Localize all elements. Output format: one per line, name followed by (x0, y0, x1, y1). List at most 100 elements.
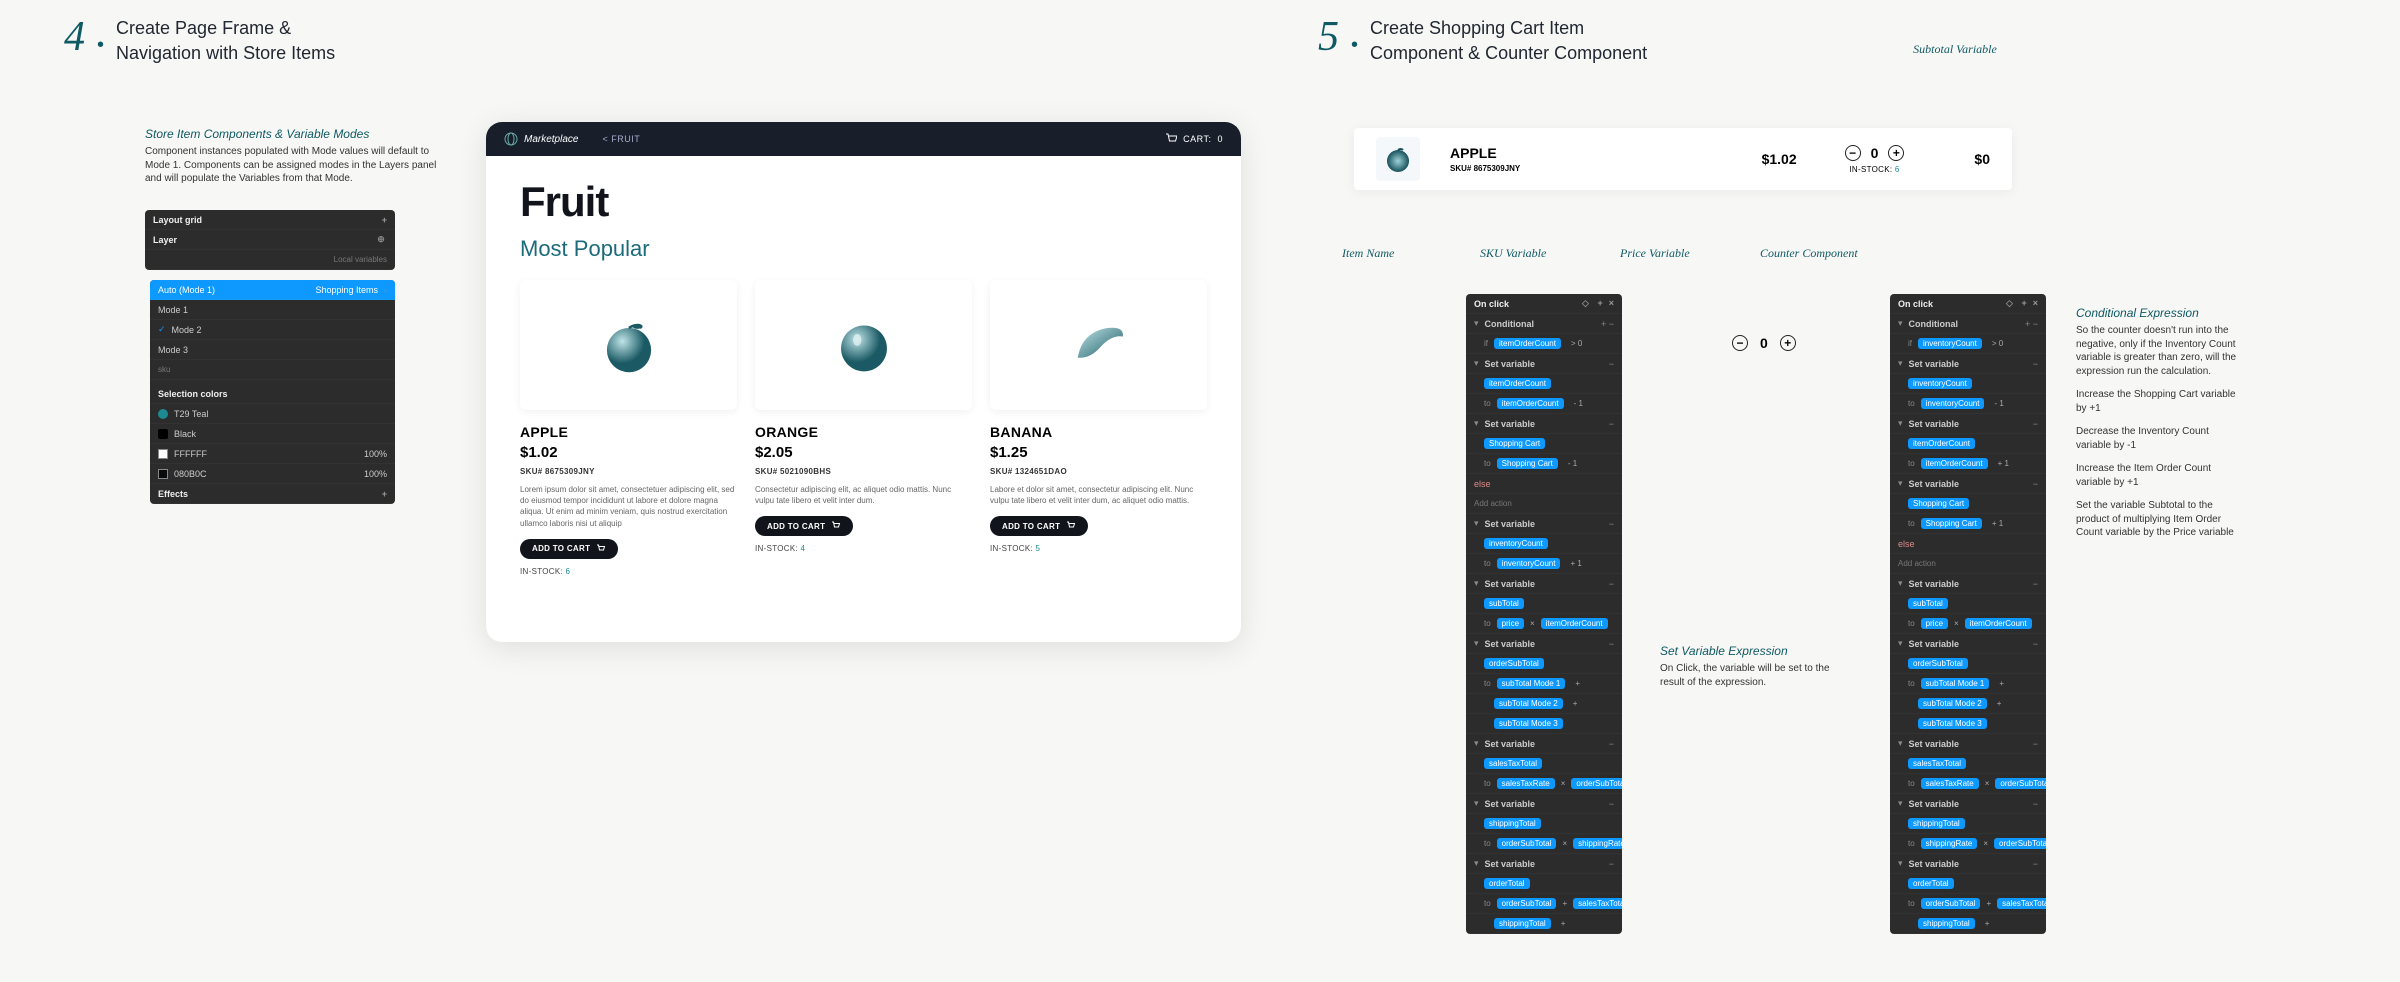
var-chip[interactable]: orderSubTotal (1994, 838, 2046, 849)
action-header[interactable]: ▾Set variable− (1466, 514, 1622, 534)
action-header[interactable]: ▾Set variable− (1890, 414, 2046, 434)
var-chip[interactable]: orderSubTotal (1995, 778, 2046, 789)
action-header[interactable]: ▾Set variable− (1890, 734, 2046, 754)
minus-button[interactable]: − (1732, 335, 1748, 351)
expression-row[interactable]: toitemOrderCount- 1 (1466, 394, 1622, 414)
var-chip[interactable]: itemOrderCount (1908, 438, 1975, 449)
expression-row[interactable]: toprice×itemOrderCount (1890, 614, 2046, 634)
close-icon[interactable]: × (1609, 298, 1614, 309)
action-header[interactable]: ▾Conditional+ − (1466, 314, 1622, 334)
collapse-icon[interactable]: − (2033, 579, 2038, 589)
action-header[interactable]: ▾Set variable− (1466, 574, 1622, 594)
var-chip[interactable]: inventoryCount (1497, 558, 1561, 569)
var-chip[interactable]: itemOrderCount (1965, 618, 2032, 629)
add-to-cart-button[interactable]: ADD TO CART (520, 539, 618, 559)
var-chip[interactable]: price (1921, 618, 1948, 629)
expression-row[interactable]: subTotal (1890, 594, 2046, 614)
expression-row[interactable]: toorderSubTotal×shippingRate (1466, 834, 1622, 854)
diamond-icon[interactable]: ◇ (2003, 298, 2015, 309)
var-chip[interactable]: inventoryCount (1921, 398, 1985, 409)
var-chip[interactable]: shippingTotal (1494, 918, 1551, 929)
action-header[interactable]: ▾Set variable− (1890, 634, 2046, 654)
expression-row[interactable]: orderSubTotal (1890, 654, 2046, 674)
expression-row[interactable]: Shopping Cart (1466, 434, 1622, 454)
swatch-row[interactable]: 080B0C100% (150, 464, 395, 484)
collapse-icon[interactable]: − (2033, 479, 2038, 489)
collapse-icon[interactable]: − (2033, 419, 2038, 429)
expression-row[interactable]: subTotal Mode 3 (1466, 714, 1622, 734)
var-chip[interactable]: Shopping Cart (1484, 438, 1545, 449)
expression-row[interactable]: shippingTotal (1466, 814, 1622, 834)
collapse-icon[interactable]: − (2033, 639, 2038, 649)
var-chip[interactable]: orderSubTotal (1484, 658, 1544, 669)
var-chip[interactable]: orderSubTotal (1497, 838, 1557, 849)
expression-row[interactable]: subTotal (1466, 594, 1622, 614)
action-header[interactable]: ▾Set variable− (1890, 574, 2046, 594)
var-chip[interactable]: inventoryCount (1918, 338, 1982, 349)
var-chip[interactable]: orderSubTotal (1571, 778, 1622, 789)
var-chip[interactable]: shippingTotal (1908, 818, 1965, 829)
expression-row[interactable]: shippingTotal+ (1890, 914, 2046, 934)
action-header[interactable]: ▾Set variable− (1890, 854, 2046, 874)
plus-icon[interactable]: + (1597, 298, 1602, 309)
expression-row[interactable]: inventoryCount (1890, 374, 2046, 394)
var-chip[interactable]: subTotal Mode 1 (1921, 678, 1990, 689)
expression-row[interactable]: toitemOrderCount+ 1 (1890, 454, 2046, 474)
expression-row[interactable]: salesTaxTotal (1466, 754, 1622, 774)
var-chip[interactable]: itemOrderCount (1921, 458, 1988, 469)
var-chip[interactable]: inventoryCount (1484, 538, 1548, 549)
var-chip[interactable]: orderSubTotal (1908, 658, 1968, 669)
var-chip[interactable]: shippingRate (1573, 838, 1622, 849)
swatch-row[interactable]: Black (150, 424, 395, 444)
collapse-icon[interactable]: − (1609, 359, 1614, 369)
add-to-cart-button[interactable]: ADD TO CART (990, 516, 1088, 536)
plus-icon[interactable]: + (382, 215, 387, 225)
var-chip[interactable]: Shopping Cart (1921, 518, 1982, 529)
var-chip[interactable]: shippingTotal (1484, 818, 1541, 829)
var-chip[interactable]: orderSubTotal (1497, 898, 1557, 909)
plus-button[interactable]: + (1888, 145, 1904, 161)
var-chip[interactable]: salesTaxTotal (1484, 758, 1542, 769)
action-header[interactable]: ▾Set variable− (1466, 734, 1622, 754)
add-action[interactable]: Add action (1466, 494, 1622, 514)
swatch-row[interactable]: FFFFFF100% (150, 444, 395, 464)
cart-indicator[interactable]: CART: 0 (1165, 133, 1223, 145)
plus-button[interactable]: + (1780, 335, 1796, 351)
minus-button[interactable]: − (1845, 145, 1861, 161)
expression-row[interactable]: subTotal Mode 2+ (1890, 694, 2046, 714)
var-chip[interactable]: salesTaxTotal (1997, 898, 2046, 909)
mode1-row[interactable]: Mode 1 (150, 300, 395, 320)
collapse-icon[interactable]: − (2033, 359, 2038, 369)
var-chip[interactable]: price (1497, 618, 1524, 629)
collapse-icon[interactable]: − (1609, 739, 1614, 749)
plus-icon[interactable]: + (2021, 298, 2026, 309)
expression-row[interactable]: toorderSubTotal+salesTaxTotal (1890, 894, 2046, 914)
expression-row[interactable]: ifitemOrderCount> 0 (1466, 334, 1622, 354)
var-chip[interactable]: inventoryCount (1908, 378, 1972, 389)
var-chip[interactable]: Shopping Cart (1497, 458, 1558, 469)
close-icon[interactable]: × (2033, 298, 2038, 309)
action-header[interactable]: ▾Set variable− (1890, 474, 2046, 494)
collapse-icon[interactable]: − (2033, 739, 2038, 749)
expression-row[interactable]: tosubTotal Mode 1+ (1466, 674, 1622, 694)
expression-row[interactable]: inventoryCount (1466, 534, 1622, 554)
expression-row[interactable]: toorderSubTotal+salesTaxTotal (1466, 894, 1622, 914)
var-chip[interactable]: itemOrderCount (1484, 378, 1551, 389)
var-chip[interactable]: salesTaxTotal (1908, 758, 1966, 769)
collapse-icon[interactable]: + − (2025, 319, 2038, 329)
var-chip[interactable]: salesTaxTotal (1573, 898, 1622, 909)
expression-row[interactable]: tosubTotal Mode 1+ (1890, 674, 2046, 694)
collapse-icon[interactable]: − (1609, 639, 1614, 649)
var-chip[interactable]: subTotal Mode 2 (1918, 698, 1987, 709)
var-chip[interactable]: salesTaxRate (1921, 778, 1979, 789)
expression-row[interactable]: subTotal Mode 2+ (1466, 694, 1622, 714)
action-header[interactable]: ▾Set variable− (1466, 794, 1622, 814)
action-header[interactable]: ▾Set variable− (1890, 794, 2046, 814)
var-chip[interactable]: subTotal Mode 2 (1494, 698, 1563, 709)
var-chip[interactable]: shippingRate (1921, 838, 1978, 849)
plus-icon[interactable]: + (382, 489, 387, 499)
var-chip[interactable]: orderSubTotal (1921, 898, 1981, 909)
expression-row[interactable]: shippingTotal (1890, 814, 2046, 834)
action-header[interactable]: ▾Set variable− (1466, 854, 1622, 874)
circle-plus-icon[interactable]: ⊕ (375, 234, 387, 245)
